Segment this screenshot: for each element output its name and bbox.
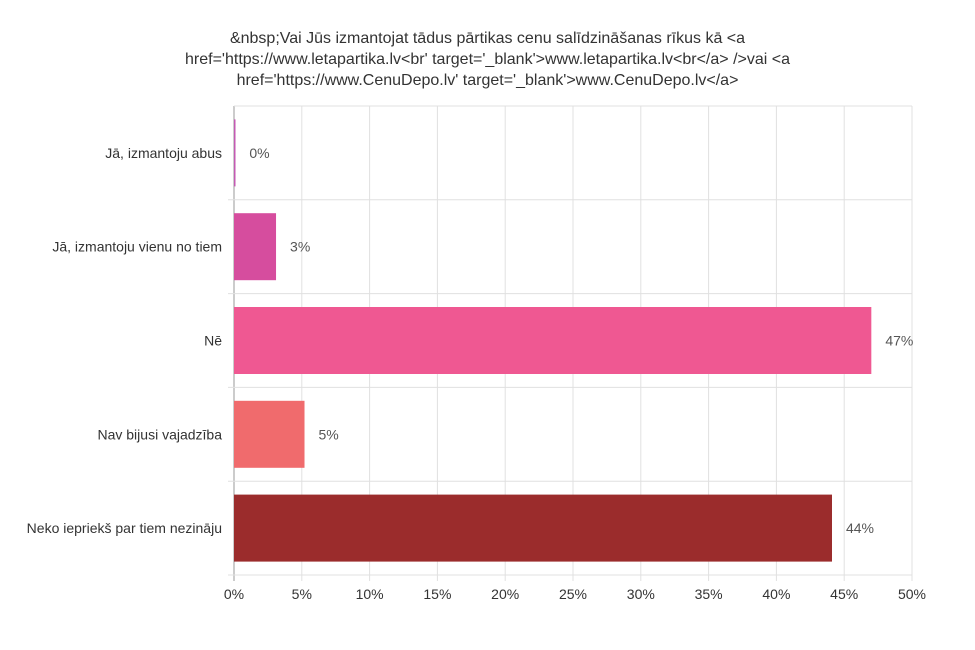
data-label: 0% (249, 145, 269, 161)
data-label: 3% (290, 239, 310, 255)
x-tick-label: 15% (423, 586, 451, 602)
bar (234, 494, 832, 562)
x-tick-label: 5% (292, 586, 312, 602)
bar (234, 213, 277, 281)
chart-title: &nbsp;Vai Jūs izmantojat tādus pārtikas … (100, 28, 875, 91)
bar (234, 119, 236, 187)
x-tick-label: 45% (830, 586, 858, 602)
x-tick-label: 0% (224, 586, 244, 602)
x-tick-label: 35% (695, 586, 723, 602)
title-line: href='https://www.CenuDepo.lv' target='_… (236, 72, 739, 89)
x-tick-label: 40% (762, 586, 790, 602)
data-label: 44% (846, 520, 874, 536)
y-tick-label: Nav bijusi vajadzība (97, 426, 222, 442)
data-label: 47% (885, 333, 913, 349)
x-tick-label: 50% (898, 586, 926, 602)
data-label: 5% (319, 426, 339, 442)
title-line: href='https://www.letapartika.lv<br' tar… (185, 51, 790, 68)
x-tick-label: 25% (559, 586, 587, 602)
title-line: &nbsp;Vai Jūs izmantojat tādus pārtikas … (229, 30, 746, 47)
y-tick-label: Nē (204, 333, 222, 349)
bar (234, 307, 872, 374)
y-tick-label: Jā, izmantoju vienu no tiem (52, 239, 222, 255)
y-tick-label: Jā, izmantoju abus (105, 145, 222, 161)
x-tick-label: 20% (491, 586, 519, 602)
x-tick-label: 30% (627, 586, 655, 602)
x-tick-label: 10% (356, 586, 384, 602)
y-tick-label: Neko iepriekš par tiem nezināju (27, 520, 222, 536)
bar (234, 400, 305, 468)
